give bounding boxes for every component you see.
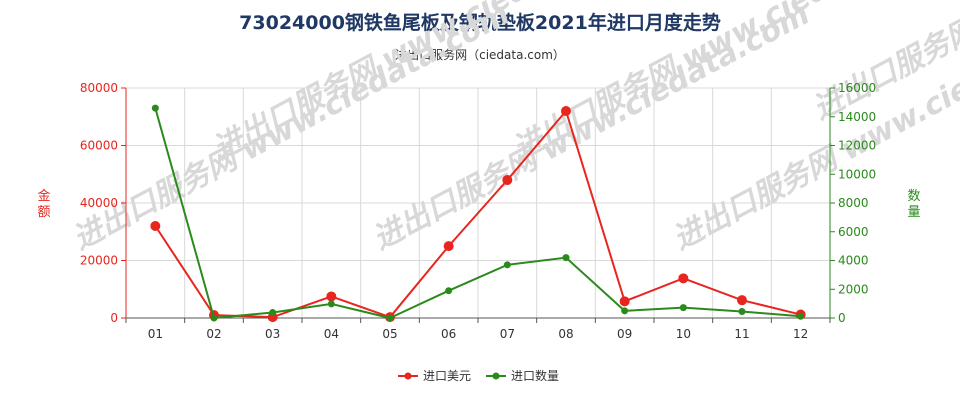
data-point-series-2[interactable] <box>621 307 629 315</box>
right-tick-label: 6000 <box>838 225 869 239</box>
x-tick-label: 07 <box>500 327 515 341</box>
x-tick-label: 03 <box>265 327 280 341</box>
left-axis-title: 额 <box>37 205 50 220</box>
legend-item-1[interactable]: 进口美元 <box>398 369 471 383</box>
right-tick-label: 12000 <box>838 139 876 153</box>
x-tick-label: 10 <box>676 327 691 341</box>
chart-title: 73024000钢铁鱼尾板及钢轨垫板2021年进口月度走势 <box>239 12 721 34</box>
data-point-series-1[interactable] <box>678 273 689 284</box>
x-tick-label: 01 <box>148 327 163 341</box>
data-point-series-2[interactable] <box>562 254 570 262</box>
right-tick-label: 0 <box>838 311 846 325</box>
left-tick-label: 0 <box>110 311 118 325</box>
axes: 0 20000 40000 60000 80000 0 2000 4000 6000 8000 10… <box>37 81 920 341</box>
legend-marker <box>492 372 500 380</box>
x-tick-label: 09 <box>617 327 632 341</box>
left-axis-title: 金 <box>37 188 50 204</box>
data-point-series-2[interactable] <box>797 312 805 320</box>
data-point-series-2[interactable] <box>151 104 159 112</box>
x-tick-label: 08 <box>558 327 573 341</box>
left-tick-label: 20000 <box>80 254 118 268</box>
data-point-series-1[interactable] <box>619 296 630 307</box>
left-tick-label: 80000 <box>80 81 118 95</box>
data-point-series-2[interactable] <box>327 300 335 308</box>
data-point-series-1[interactable] <box>326 291 337 302</box>
legend-label: 进口美元 <box>423 369 471 383</box>
legend-marker <box>404 372 412 380</box>
legend-label: 进口数量 <box>511 368 559 383</box>
data-point-series-2[interactable] <box>503 261 511 269</box>
data-point-series-2[interactable] <box>386 314 394 322</box>
chart-subtitle: 进出口服务网（ciedata.com） <box>395 48 565 62</box>
right-tick-label: 2000 <box>838 282 869 296</box>
data-point-series-2[interactable] <box>210 314 218 322</box>
x-tick-label: 04 <box>324 327 339 341</box>
data-point-series-2[interactable] <box>269 309 277 317</box>
data-point-series-1[interactable] <box>443 241 454 252</box>
x-tick-label: 05 <box>382 327 397 341</box>
data-point-series-1[interactable] <box>737 295 747 306</box>
x-tick-label: 06 <box>441 327 456 341</box>
legend[interactable]: 进口美元 进口数量 <box>398 368 559 383</box>
series-layer <box>150 104 806 323</box>
right-tick-label: 8000 <box>838 196 869 210</box>
x-tick-label: 12 <box>793 327 808 341</box>
left-tick-label: 40000 <box>80 196 118 210</box>
right-axis-title: 数 <box>907 189 920 204</box>
series-line-2 <box>154 107 801 320</box>
grid-lines <box>126 87 831 318</box>
x-tick-label: 02 <box>206 327 221 341</box>
left-tick-label: 60000 <box>80 139 118 153</box>
right-tick-label: 10000 <box>838 167 876 181</box>
right-tick-label: 4000 <box>838 254 869 268</box>
data-point-series-2[interactable] <box>445 287 453 295</box>
data-point-series-1[interactable] <box>502 175 513 185</box>
data-point-series-1[interactable] <box>561 106 571 116</box>
legend-item-2[interactable]: 进口数量 <box>486 368 559 383</box>
series-line-1 <box>154 108 801 319</box>
data-point-series-2[interactable] <box>738 308 746 316</box>
data-point-series-1[interactable] <box>150 221 161 231</box>
data-point-series-2[interactable] <box>679 304 687 312</box>
x-tick-label: 11 <box>734 327 749 341</box>
right-tick-label: 14000 <box>838 110 876 124</box>
right-axis-title: 量 <box>907 205 920 220</box>
right-tick-label: 16000 <box>838 81 876 95</box>
